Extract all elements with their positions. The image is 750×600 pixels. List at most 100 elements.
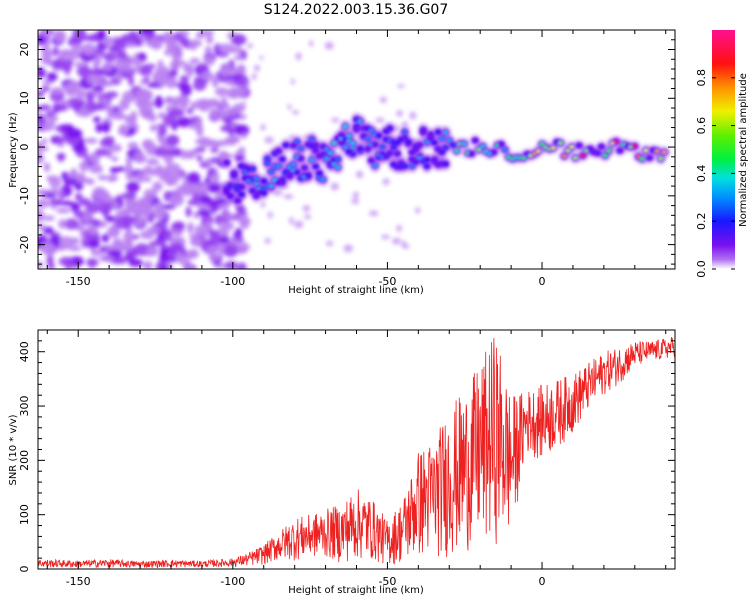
noise-blob	[73, 210, 85, 218]
ridge-peak	[409, 164, 415, 168]
noise-blob	[191, 183, 208, 195]
snr-series-line	[38, 336, 675, 569]
noise-blob	[42, 215, 56, 221]
noise-blob	[38, 67, 46, 79]
noise-blob	[61, 171, 70, 181]
ridge-peak	[372, 164, 378, 168]
noise-blob	[147, 114, 157, 122]
noise-blob	[209, 108, 219, 120]
noise-blob	[124, 42, 138, 48]
noise-blob	[64, 58, 74, 67]
noise-blob	[50, 235, 62, 248]
noise-blob	[38, 198, 50, 209]
noise-blob	[111, 156, 119, 162]
noise-blob	[203, 56, 215, 66]
ridge-blob	[490, 149, 498, 156]
noise-blob	[118, 99, 130, 111]
noise-blob	[396, 109, 404, 117]
noise-blob	[98, 81, 114, 88]
snr-xtick-label: -150	[66, 575, 91, 588]
noise-blob	[71, 34, 85, 43]
noise-blob	[88, 240, 100, 249]
ridge-blob	[416, 142, 424, 149]
ridge-peak	[580, 154, 586, 158]
spectrogram-ytick-label: -20	[18, 236, 31, 254]
noise-blob	[211, 171, 220, 185]
noise-blob	[190, 41, 197, 51]
noise-blob	[326, 240, 334, 247]
ridge-peak	[439, 150, 445, 154]
noise-blob	[200, 194, 212, 205]
noise-blob	[241, 132, 247, 139]
noise-blob	[92, 186, 107, 200]
noise-blob	[121, 215, 136, 225]
noise-blob	[146, 158, 160, 166]
noise-blob	[214, 214, 222, 226]
ridge-peak	[250, 167, 256, 171]
ridge-peak	[261, 179, 267, 183]
noise-blob	[46, 255, 54, 266]
noise-blob	[159, 264, 169, 269]
ridge-peak	[350, 141, 356, 145]
noise-blob	[58, 49, 74, 56]
spectrogram-ytick-label: 20	[18, 43, 31, 57]
ridge-peak	[561, 154, 567, 158]
ridge-peak	[394, 141, 400, 145]
noise-blob	[142, 139, 151, 148]
noise-blob	[105, 91, 119, 98]
noise-blob	[69, 256, 84, 267]
ridge-peak	[250, 189, 256, 193]
noise-blob	[128, 258, 144, 268]
noise-blob	[145, 246, 159, 257]
noise-blob	[186, 222, 195, 234]
ridge-peak	[476, 148, 482, 152]
noise-blob	[50, 87, 64, 95]
spectrogram-xtick-label: -50	[378, 275, 396, 288]
snr-ytick-label: 400	[18, 341, 31, 362]
ridge-blob	[371, 141, 379, 148]
ridge-peak	[424, 140, 430, 144]
ridge-blob	[297, 155, 305, 162]
noise-blob	[241, 101, 247, 106]
ridge-peak	[324, 157, 330, 161]
noise-blob	[134, 172, 146, 183]
noise-blob	[123, 230, 135, 244]
noise-blob	[239, 219, 250, 230]
noise-blob	[253, 64, 261, 72]
noise-blob	[103, 36, 114, 47]
noise-blob	[75, 88, 85, 101]
ridge-blob	[468, 150, 476, 157]
noise-blob	[259, 55, 264, 60]
noise-blob	[234, 54, 243, 61]
noise-blob	[47, 262, 55, 269]
noise-blob	[127, 76, 135, 86]
noise-blob	[75, 109, 92, 117]
ridge-peak	[461, 142, 467, 146]
noise-blob	[135, 216, 144, 227]
noise-blob	[163, 96, 176, 104]
noise-blob	[115, 70, 123, 82]
noise-blob	[109, 166, 120, 174]
noise-blob	[209, 207, 217, 215]
ridge-blob	[338, 132, 346, 139]
noise-blob	[381, 234, 390, 240]
noise-blob	[53, 103, 67, 112]
noise-blob	[38, 261, 44, 269]
ridge-peak	[238, 192, 244, 197]
noise-blob	[114, 240, 124, 251]
ridge-peak	[454, 149, 460, 153]
noise-blob	[135, 88, 151, 102]
noise-blob	[172, 97, 179, 110]
ridge-peak	[264, 156, 270, 161]
noise-blob	[235, 227, 243, 238]
noise-blob	[201, 70, 214, 81]
noise-blob	[163, 190, 171, 202]
noise-blob	[161, 204, 176, 210]
colorbar-gradient	[712, 30, 735, 269]
noise-blob	[118, 124, 130, 134]
noise-blob	[107, 174, 119, 182]
noise-blob	[128, 126, 136, 135]
noise-blob	[185, 206, 192, 218]
ridge-blob	[594, 150, 602, 157]
